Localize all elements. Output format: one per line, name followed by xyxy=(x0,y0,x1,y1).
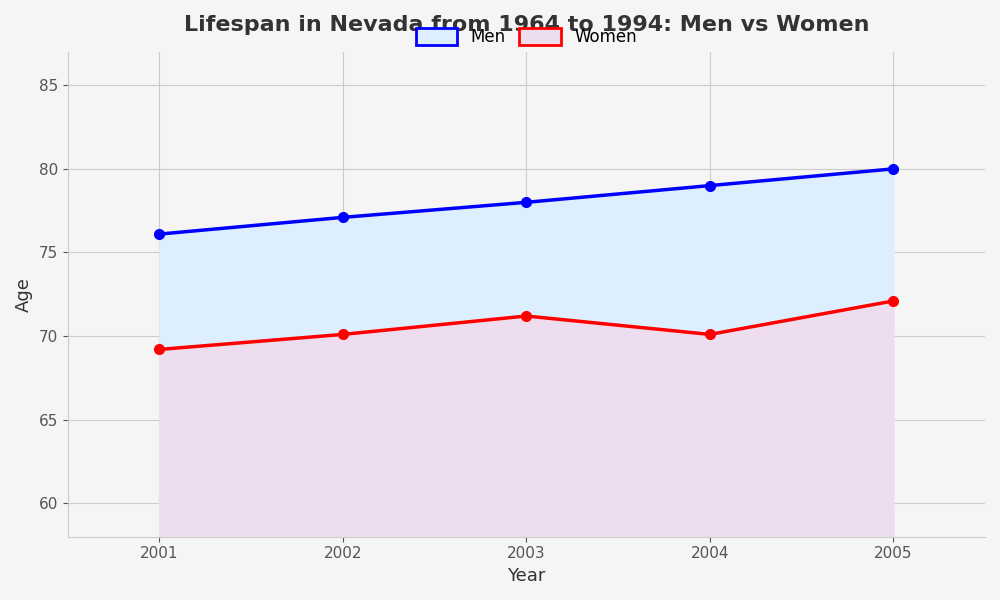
Legend: Men, Women: Men, Women xyxy=(409,22,644,53)
X-axis label: Year: Year xyxy=(507,567,546,585)
Title: Lifespan in Nevada from 1964 to 1994: Men vs Women: Lifespan in Nevada from 1964 to 1994: Me… xyxy=(184,15,869,35)
Y-axis label: Age: Age xyxy=(15,277,33,312)
